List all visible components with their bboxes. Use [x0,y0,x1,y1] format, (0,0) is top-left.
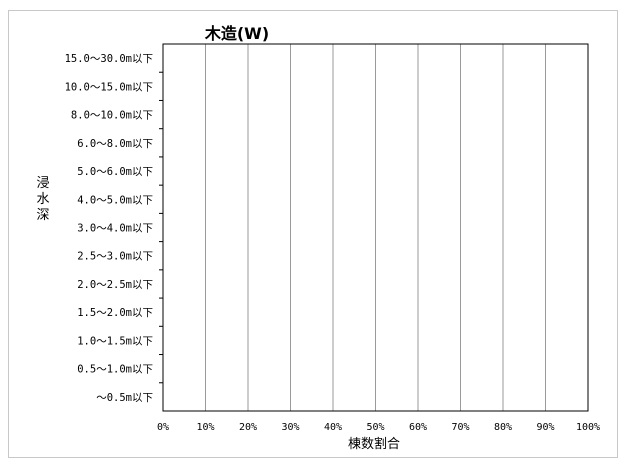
y-category-label: 4.0～5.0m以下 [77,194,153,206]
x-tick-label: 40% [324,422,342,433]
y-category-label: 3.0～4.0m以下 [77,223,153,235]
chart-title: 木造(W) [204,24,269,43]
x-tick-label: 30% [281,422,299,433]
x-tick-label: 20% [239,422,257,433]
y-category-label: 6.0～8.0m以下 [77,138,153,150]
y-category-label: 10.0～15.0m以下 [65,81,153,93]
x-tick-label: 50% [366,422,384,433]
y-axis-label: 浸水深 [36,176,49,223]
axes [159,43,589,412]
plot-area [162,43,589,412]
x-tick-label: 90% [536,422,554,433]
y-category-label: 8.0～10.0m以下 [71,110,153,122]
x-tick-labels: 0% 10% 20% 30% 40% 50% 60% 70% 80% 90% 100% [157,422,600,433]
x-tick-label: 60% [409,422,427,433]
category-labels: 15.0～30.0m以下 10.0～15.0m以下 8.0～10.0m以下 6.0～8… [65,53,153,404]
x-tick-label: 10% [196,422,214,433]
y-category-label: 2.0～2.5m以下 [77,279,153,291]
chart-frame [8,10,618,458]
gridlines [205,44,589,411]
y-category-label: ～0.5m以下 [96,392,153,404]
y-category-label: 1.0～1.5m以下 [77,335,153,347]
x-axis-label: 棟数割合 [348,436,400,452]
y-category-label: 15.0～30.0m以下 [65,53,153,65]
x-tick-label: 80% [494,422,512,433]
x-tick-label: 0% [157,422,169,433]
x-tick-label: 70% [451,422,469,433]
y-category-label: 5.0～6.0m以下 [77,166,153,178]
y-category-label: 2.5～3.0m以下 [77,251,153,263]
x-tick-label: 100% [576,422,600,433]
y-category-label: 0.5～1.0m以下 [77,364,153,376]
y-category-label: 1.5～2.0m以下 [77,307,153,319]
